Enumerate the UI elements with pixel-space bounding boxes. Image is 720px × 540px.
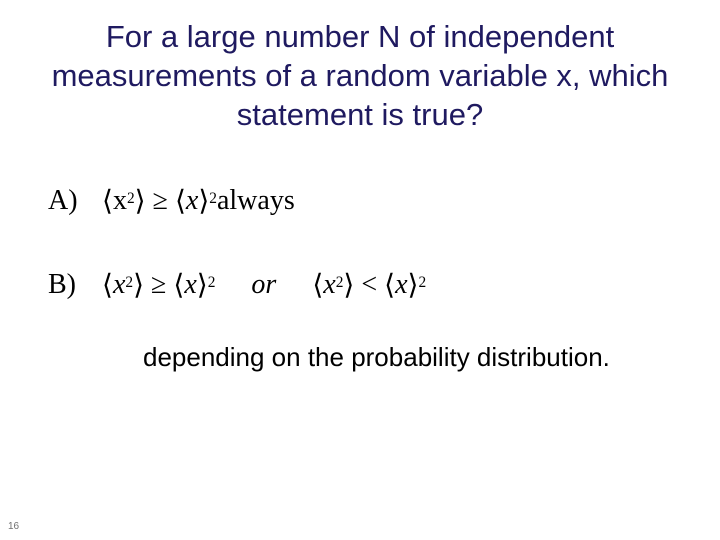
option-b-label: B) — [48, 269, 88, 301]
expr-text: x — [184, 269, 196, 301]
angle-close-icon: ⟩ — [198, 184, 209, 218]
angle-open-icon: ⟨ — [175, 184, 186, 218]
options-block: A) ⟨x2⟩ ≥ ⟨x⟩2 always B) ⟨x2⟩ ≥ ⟨x⟩2 or … — [0, 134, 720, 373]
angle-close-icon: ⟩ — [408, 268, 419, 302]
angle-close-icon: ⟩ — [133, 268, 144, 302]
angle-open-icon: ⟨ — [384, 268, 395, 302]
option-a: A) ⟨x2⟩ ≥ ⟨x⟩2 always — [48, 184, 720, 218]
expr-text: x — [113, 185, 127, 217]
or-text: or — [229, 269, 298, 301]
expr-sup: 2 — [336, 274, 344, 292]
expr-sup: 2 — [418, 274, 426, 292]
expr-text: x — [186, 185, 198, 217]
expr-sup: 2 — [125, 274, 133, 292]
angle-close-icon: ⟩ — [197, 268, 208, 302]
option-b-caption: depending on the probability distributio… — [48, 342, 720, 373]
option-b: B) ⟨x2⟩ ≥ ⟨x⟩2 or ⟨x2⟩ < ⟨x⟩2 — [48, 268, 720, 302]
rel-op: ≥ — [151, 269, 166, 301]
expr-sup: 2 — [208, 274, 216, 292]
expr-text: x — [395, 269, 407, 301]
angle-open-icon: ⟨ — [102, 184, 113, 218]
angle-open-icon: ⟨ — [312, 268, 323, 302]
rel-op: < — [361, 269, 377, 301]
slide-title: For a large number N of independent meas… — [0, 0, 720, 134]
option-a-expr: ⟨x2⟩ ≥ ⟨x⟩2 always — [102, 184, 295, 218]
expr-sup: 2 — [127, 190, 135, 208]
option-a-tail: always — [217, 185, 295, 217]
page-number: 16 — [8, 521, 19, 532]
option-b-part2: ⟨x2⟩ < ⟨x⟩2 — [312, 268, 426, 302]
option-a-label: A) — [48, 185, 88, 217]
expr-text: x — [323, 269, 335, 301]
expr-sup: 2 — [209, 190, 217, 208]
angle-open-icon: ⟨ — [102, 268, 113, 302]
option-b-part1: ⟨x2⟩ ≥ ⟨x⟩2 — [102, 268, 215, 302]
expr-text: x — [113, 269, 125, 301]
rel-op: ≥ — [153, 185, 168, 217]
angle-close-icon: ⟩ — [135, 184, 146, 218]
angle-close-icon: ⟩ — [343, 268, 354, 302]
angle-open-icon: ⟨ — [173, 268, 184, 302]
